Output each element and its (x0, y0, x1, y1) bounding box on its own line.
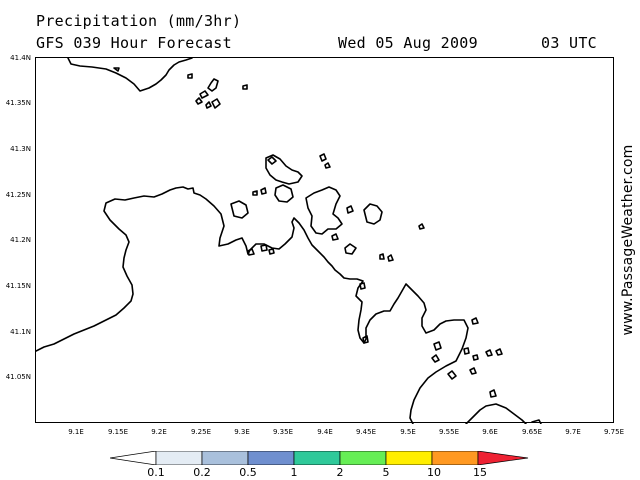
lon-tick-label: 9.65E (521, 428, 543, 436)
lon-tick-label: 9.45E (355, 428, 377, 436)
islet (531, 419, 542, 424)
map-title: Precipitation (mm/3hr) (36, 12, 242, 30)
lon-tick-label: 9.75E (603, 428, 625, 436)
lon-tick-label: 9.15E (107, 428, 129, 436)
lon-tick-label: 9.6E (482, 428, 498, 436)
islet (260, 244, 268, 252)
lat-tick-label: 41.15N (5, 282, 31, 290)
corsica-coastline (67, 58, 193, 92)
lat-tick-label: 41.2N (10, 236, 31, 244)
islet (344, 243, 357, 255)
forecast-date: Wed 05 Aug 2009 (338, 34, 478, 52)
islet (247, 248, 255, 256)
lat-tick-label: 41.05N (5, 373, 31, 381)
islet (362, 335, 369, 344)
sardinia-coastline (36, 186, 469, 424)
islet (471, 317, 479, 325)
lon-tick-label: 9.25E (190, 428, 212, 436)
colorbar-label: 1 (290, 466, 298, 479)
islet (447, 370, 457, 380)
colorbar-label: 0.1 (147, 466, 165, 479)
precipitation-map (35, 57, 614, 424)
lon-tick-label: 9.3E (234, 428, 250, 436)
islet (463, 347, 470, 355)
lon-tick-label: 9.35E (272, 428, 294, 436)
islet (319, 153, 327, 162)
lon-tick-label: 9.2E (151, 428, 167, 436)
islet (431, 354, 440, 363)
islet (495, 348, 503, 356)
islet (324, 162, 331, 169)
colorbar-segment (477, 451, 529, 465)
islet (418, 223, 425, 230)
colorbar-label: 2 (336, 466, 344, 479)
colorbar-segment (339, 451, 387, 465)
colorbar-segment (385, 451, 433, 465)
colorbar-segment (155, 451, 203, 465)
islet (379, 253, 385, 260)
lat-tick-label: 41.35N (5, 99, 31, 107)
islet (199, 90, 209, 99)
colorbar-label: 0.5 (239, 466, 257, 479)
islet (242, 84, 248, 90)
colorbar-label: 0.2 (193, 466, 211, 479)
islet (331, 233, 339, 241)
islet (469, 367, 477, 375)
tavolara-island (363, 203, 383, 225)
spargi-island (230, 200, 249, 219)
maddalena-island (265, 154, 303, 185)
lat-tick-label: 41.4N (10, 54, 31, 62)
islet (195, 97, 203, 105)
caprera-island (305, 186, 343, 235)
islet (252, 190, 258, 196)
santo-stefano-island (274, 184, 294, 203)
islet (268, 248, 275, 255)
islet (387, 254, 394, 262)
colorbar-label: 15 (473, 466, 487, 479)
islet (187, 73, 193, 79)
islet (211, 98, 221, 109)
colorbar-segment (247, 451, 295, 465)
watermark-text: www.PassageWeather.com (620, 144, 636, 336)
forecast-time: 03 UTC (541, 34, 597, 52)
forecast-subtitle: GFS 039 Hour Forecast (36, 34, 232, 52)
islet (346, 205, 354, 214)
coastline-layer (36, 58, 542, 424)
lat-tick-label: 41.3N (10, 145, 31, 153)
lon-tick-label: 9.7E (565, 428, 581, 436)
colorbar-segment (431, 451, 479, 465)
islet (485, 349, 493, 357)
lavezzi-islets (207, 78, 219, 92)
colorbar-segment (293, 451, 341, 465)
lon-tick-label: 9.55E (438, 428, 460, 436)
islet (433, 341, 442, 351)
islet (267, 156, 277, 165)
islet (472, 354, 479, 361)
colorbar-label: 5 (382, 466, 390, 479)
islet (113, 67, 120, 72)
precipitation-colorbar (110, 451, 529, 465)
islet (260, 187, 267, 195)
islet (489, 389, 497, 398)
lon-tick-label: 9.4E (317, 428, 333, 436)
islet (359, 282, 366, 290)
islet (205, 101, 212, 109)
lon-tick-label: 9.1E (68, 428, 84, 436)
lon-tick-label: 9.5E (400, 428, 416, 436)
lat-tick-label: 41.25N (5, 191, 31, 199)
colorbar-segment (110, 451, 157, 465)
colorbar-segment (201, 451, 249, 465)
tavolara-south-islands (465, 403, 527, 424)
lat-tick-label: 41.1N (10, 328, 31, 336)
colorbar-label: 10 (427, 466, 441, 479)
